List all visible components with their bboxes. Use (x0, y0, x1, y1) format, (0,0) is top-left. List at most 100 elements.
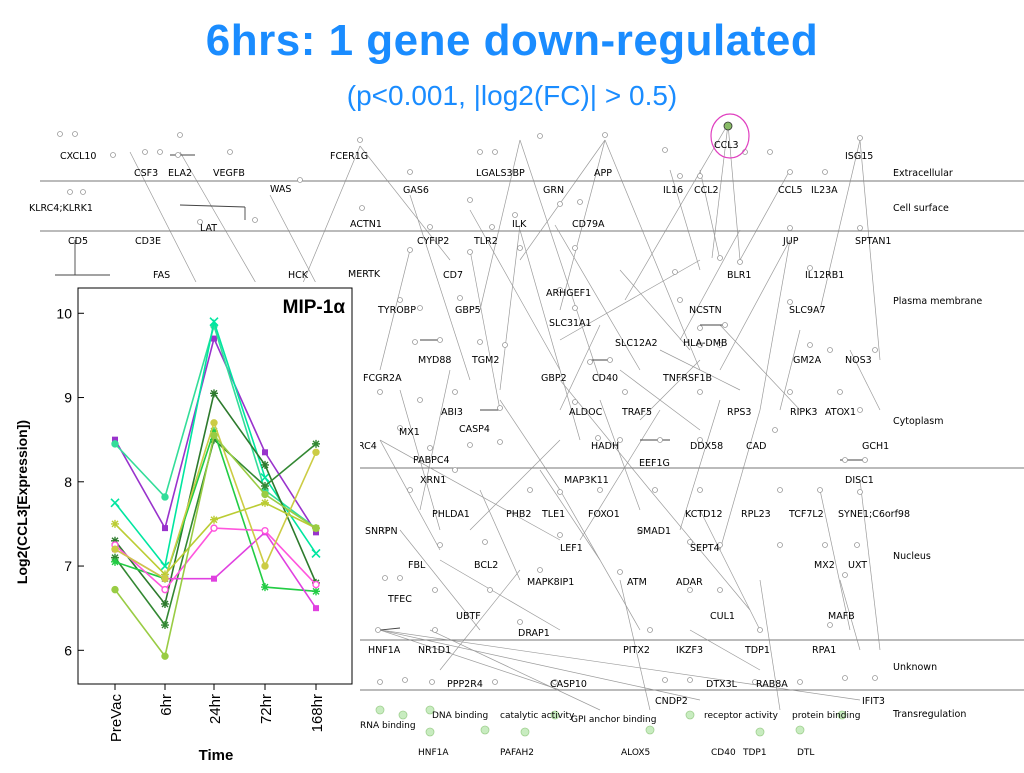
data-point (161, 652, 169, 660)
gene-label: CYFIP2 (417, 236, 449, 247)
gene-label: HNF1A (418, 748, 449, 758)
data-point (110, 498, 120, 508)
gene-label: CD40 (592, 373, 618, 384)
gene-label: ARHGEF1 (546, 288, 591, 299)
gene-label: APP (594, 168, 612, 179)
gene-label: TLE1 (541, 509, 565, 520)
gene-label: MAFB (828, 611, 855, 622)
layer-label: Cytoplasm (893, 416, 944, 427)
gene-label: HCK (288, 270, 309, 281)
gene-label: DRAP1 (518, 628, 550, 639)
data-point (111, 545, 119, 553)
gene-label: CASP10 (550, 679, 587, 690)
gene-label: FCER1G (330, 151, 368, 162)
data-point (211, 335, 217, 342)
gene-label: NR1D1 (418, 645, 451, 656)
gene-label: ILK (512, 219, 527, 230)
ccl3-node[interactable] (723, 121, 733, 131)
gene-label: BCL2 (474, 560, 498, 571)
gene-label: HLA-DMB (683, 338, 727, 349)
expression-chart-panel: MIP-1α Log2(CCL3[Expression]) Time 6 7 8 9 1… (0, 282, 360, 768)
gene-label: SLC12A2 (615, 338, 658, 349)
gene-label: CASP4 (459, 424, 490, 435)
data-point (260, 473, 270, 483)
category-label: catalytic activity (500, 711, 575, 721)
data-point (162, 525, 168, 532)
data-point (312, 448, 320, 456)
data-point (111, 536, 119, 545)
gene-label: FCGR2A (363, 373, 402, 384)
gene-label: VEGFB (213, 168, 245, 179)
gene-label: IFIT3 (862, 696, 885, 707)
gene-label: FAS (153, 270, 170, 281)
data-point (313, 605, 319, 612)
gene-label: GBP2 (541, 373, 567, 384)
y-tick-label: 7 (64, 558, 72, 574)
ccl3-expression-chart: MIP-1α Log2(CCL3[Expression]) Time 6 7 8 9 1… (14, 287, 353, 764)
data-point (261, 526, 269, 535)
gene-label: TDP1 (744, 645, 770, 656)
data-point (261, 490, 269, 499)
gene-label: BLR1 (727, 270, 751, 281)
gene-label: DTL (797, 748, 814, 758)
gene-label: CCL2 (694, 185, 719, 196)
x-tick-label: PreVac (108, 694, 125, 743)
gene-label: WAS (270, 184, 291, 195)
gene-label: DISC1 (845, 475, 874, 486)
gene-label: CD40 (711, 748, 736, 758)
data-point (313, 529, 319, 536)
data-point (311, 548, 321, 558)
category-label: protein binding (792, 711, 860, 721)
data-point (261, 498, 269, 507)
gene-label: MX2 (814, 560, 835, 571)
gene-label: LAT (200, 223, 217, 234)
gene-label: SPTAN1 (855, 236, 891, 247)
data-point (312, 524, 320, 532)
data-point (161, 574, 169, 583)
data-point (261, 482, 269, 490)
gene-label: CD79A (572, 219, 605, 230)
data-point (312, 587, 320, 596)
data-point (161, 570, 169, 579)
gene-label: MAP3K11 (564, 475, 609, 486)
gene-label: XRN1 (420, 475, 446, 486)
y-tick-label: 9 (64, 390, 72, 406)
gene-label: PPP2R4 (447, 679, 483, 690)
layer-label: Unknown (893, 662, 937, 673)
gene-label: IL12RB1 (805, 270, 844, 281)
gene-label: RC4 (358, 441, 377, 452)
gene-label: DDX58 (690, 441, 723, 452)
layer-label: Transregulation (892, 709, 966, 720)
gene-label: SNRPN (365, 526, 398, 537)
data-point (161, 599, 169, 608)
y-tick-label: 6 (64, 642, 72, 658)
gene-label: RPS3 (727, 407, 751, 418)
gene-network-diagram: Extracellular Cell surface Plasma membra… (29, 113, 1024, 758)
gene-label: RIPK3 (790, 407, 817, 418)
gene-label: TNFRSF1B (662, 373, 712, 384)
gene-label: TYROBP (377, 305, 416, 316)
gene-label: JUP (782, 236, 799, 247)
gene-label: ISG15 (845, 151, 873, 162)
series-10 (111, 431, 320, 660)
data-point (210, 515, 218, 524)
gene-label: SMAD1 (637, 526, 671, 537)
data-point (312, 439, 320, 448)
data-point (112, 436, 118, 443)
gene-label: CCL3 (714, 140, 739, 151)
layer-label: Nucleus (893, 551, 931, 562)
gene-label: RAB8A (756, 679, 788, 690)
data-point (161, 493, 169, 501)
series-7 (111, 524, 320, 594)
y-tick-label: 8 (64, 474, 72, 490)
gene-label: PAFAH2 (500, 748, 534, 758)
x-axis-label: Time (199, 747, 234, 764)
gene-label: RPA1 (812, 645, 836, 656)
data-point (211, 575, 217, 582)
data-point (111, 585, 119, 594)
gene-label: EEF1G (639, 458, 670, 469)
x-tick-label: 6hr (158, 694, 175, 716)
series-4 (111, 435, 320, 630)
gene-label: MX1 (399, 427, 420, 438)
gene-label: GBP5 (455, 305, 481, 316)
